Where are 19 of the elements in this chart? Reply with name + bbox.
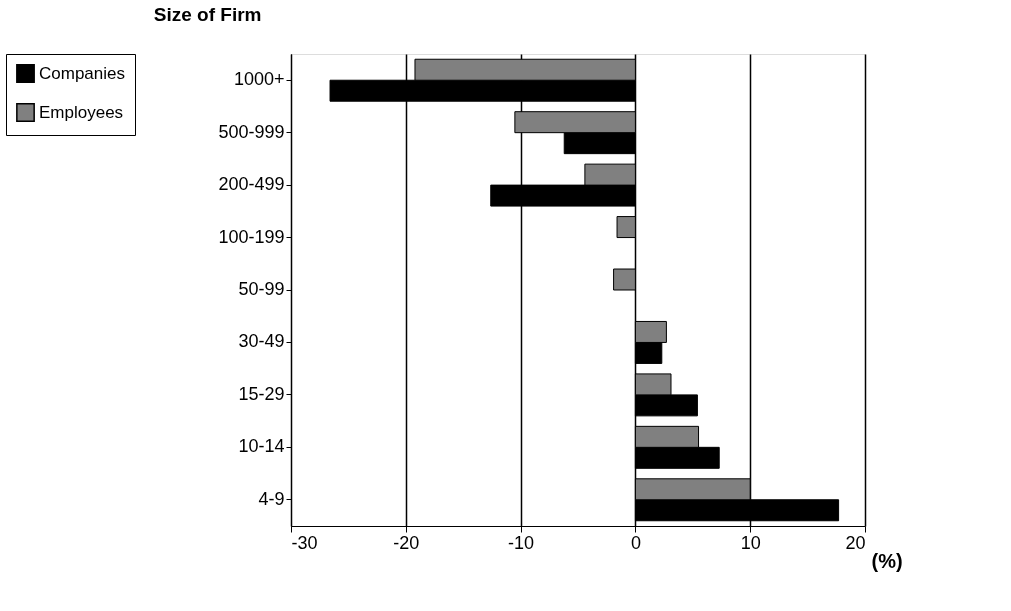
y-tick-label: 30-49 (238, 331, 285, 352)
y-tick-label: 50-99 (238, 279, 285, 299)
y-tick-label: 10-14 (238, 436, 285, 457)
y-tick-label: 100-199 (218, 226, 285, 247)
x-axis-title: (%) (871, 549, 903, 572)
x-tick-label: 10 (740, 532, 761, 553)
y-tick-label: 15-29 (238, 383, 285, 404)
x-tick-label: -30 (291, 532, 318, 553)
y-tick-label: 500-999 (218, 121, 285, 142)
x-tick-label: -20 (393, 532, 420, 553)
x-tick-label: 0 (630, 532, 641, 553)
legend-label: Employees (39, 102, 124, 122)
x-tick-label: -10 (508, 532, 535, 553)
y-tick-label: 4-9 (258, 488, 285, 509)
y-tick-label: 1000+ (233, 69, 285, 90)
y-axis-title: Size of Firm (153, 3, 262, 25)
x-tick-label: 20 (845, 532, 866, 553)
legend-label: Companies (39, 63, 125, 83)
y-tick-label: 200-499 (218, 174, 285, 195)
